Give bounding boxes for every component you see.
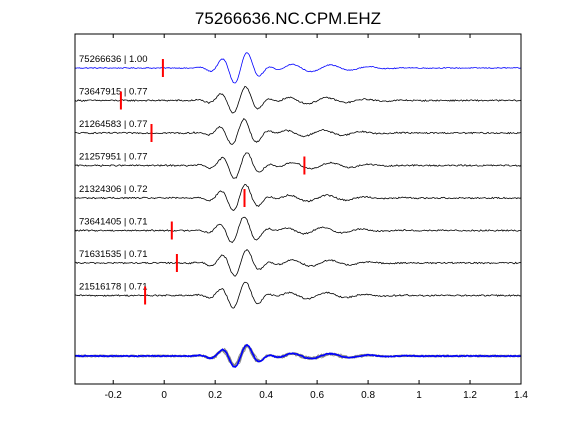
trace-label-21516178: 21516178 | 0.71 bbox=[79, 282, 148, 293]
x-tick-label: 1.2 bbox=[463, 390, 477, 401]
x-tick-label: 0.8 bbox=[361, 390, 375, 401]
trace-21264583 bbox=[74, 118, 522, 145]
trace-21516178 bbox=[74, 281, 522, 309]
trace-21324306 bbox=[74, 183, 522, 211]
axes-frame bbox=[74, 33, 522, 385]
chart-title: 75266636.NC.CPM.EHZ bbox=[195, 9, 381, 28]
x-tick-label: 0.4 bbox=[259, 390, 273, 401]
stack-reference-trace bbox=[74, 343, 522, 368]
trace-label-21324306: 21324306 | 0.72 bbox=[79, 184, 148, 195]
trace-73641405 bbox=[74, 216, 521, 244]
x-tick-label: 1 bbox=[416, 390, 422, 401]
trace-21257951 bbox=[74, 152, 522, 179]
trace-label-73641405: 73641405 | 0.71 bbox=[79, 217, 148, 228]
x-axis: -0.2 0 0.2 0.4 0.6 0.8 1 1.2 1.4 bbox=[105, 34, 528, 401]
x-tick-label: -0.2 bbox=[105, 390, 123, 401]
x-tick-label: 0 bbox=[161, 390, 167, 401]
x-tick-label: 0.2 bbox=[208, 390, 222, 401]
x-tick-label: 0.6 bbox=[310, 390, 324, 401]
trace-label-73647915: 73647915 | 0.77 bbox=[79, 87, 148, 98]
trace-label-21264583: 21264583 | 0.77 bbox=[79, 119, 148, 130]
plot-area: 75266636 | 1.00 73647915 | 0.77 21264583 |… bbox=[74, 52, 522, 368]
trace-label-75266636: 75266636 | 1.00 bbox=[79, 54, 148, 65]
trace-71631535 bbox=[75, 249, 522, 277]
x-tick-label: 1.4 bbox=[514, 390, 528, 401]
trace-73647915 bbox=[74, 85, 522, 114]
trace-label-21257951: 21257951 | 0.77 bbox=[79, 152, 148, 163]
trace-75266636 bbox=[74, 52, 522, 84]
trace-label-71631535: 71631535 | 0.71 bbox=[79, 249, 148, 260]
